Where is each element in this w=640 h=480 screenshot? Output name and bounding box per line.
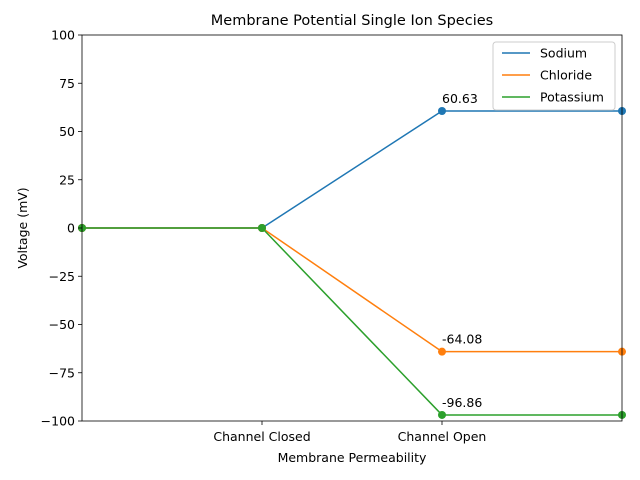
data-point-potassium	[258, 224, 266, 232]
x-tick-label: Channel Closed	[213, 429, 310, 444]
x-axis-ticks: Channel Closed Channel Open	[213, 421, 486, 444]
x-axis-label: Membrane Permeability	[278, 450, 427, 465]
y-tick-label: 100	[51, 28, 75, 43]
data-label: 60.63	[442, 91, 478, 106]
data-label: -64.08	[442, 332, 482, 347]
x-tick-label: Channel Open	[398, 429, 487, 444]
y-tick-label: −25	[49, 269, 75, 284]
data-point-sodium	[438, 106, 446, 115]
y-tick-label: 75	[59, 76, 75, 91]
data-point-chloride	[438, 347, 446, 356]
y-tick-label: 50	[59, 124, 75, 139]
legend-label: Sodium	[540, 46, 587, 61]
y-axis-ticks: 100 75 50 25 0 −25 −50 −75 −100	[41, 28, 82, 429]
legend-label: Chloride	[540, 68, 592, 83]
series-line-chloride	[82, 227, 622, 353]
data-point-potassium	[438, 410, 446, 419]
series-line-sodium	[82, 110, 622, 229]
data-label: -96.86	[442, 395, 482, 410]
y-tick-label: 0	[67, 221, 75, 236]
legend-label: Potassium	[540, 90, 604, 105]
chart-title: Membrane Potential Single Ion Species	[211, 13, 493, 29]
y-tick-label: −75	[49, 365, 75, 380]
legend: Sodium Chloride Potassium	[492, 41, 616, 111]
series-line-potassium	[82, 227, 622, 416]
y-tick-label: −50	[49, 317, 75, 332]
y-tick-label: 25	[59, 172, 75, 187]
y-tick-label: −100	[41, 414, 75, 429]
legend-box	[492, 41, 616, 111]
y-axis-label: Voltage (mV)	[15, 187, 30, 268]
plot-area: 60.63 -64.08 -96.86	[78, 34, 626, 422]
